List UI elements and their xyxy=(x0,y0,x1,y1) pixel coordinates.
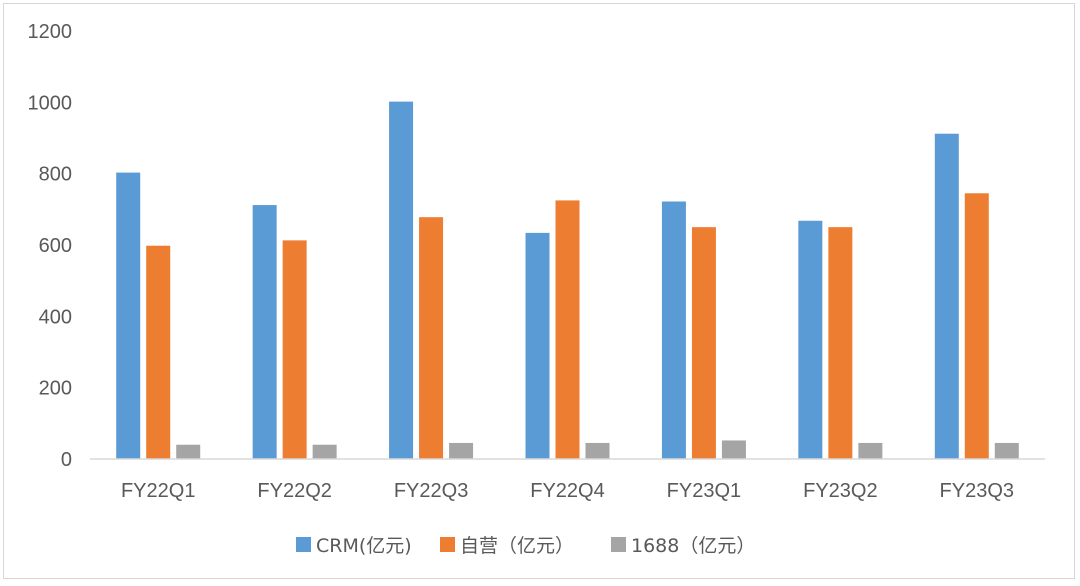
x-tick-label: FY23Q3 xyxy=(940,480,1014,502)
legend-swatch-series-1 xyxy=(296,537,311,552)
bar-fy23q3-series-3 xyxy=(994,442,1019,459)
bar-fy22q2-series-2 xyxy=(282,240,307,459)
bar-fy22q2-series-3 xyxy=(312,444,337,459)
bar-fy23q3-series-2 xyxy=(964,193,989,460)
bar-fy22q4-series-3 xyxy=(585,442,610,459)
bar-fy23q1-series-2 xyxy=(691,227,716,459)
bar-fy22q3-series-3 xyxy=(449,442,474,459)
bar-fy23q2-series-1 xyxy=(798,220,823,459)
bar-fy23q3-series-1 xyxy=(934,133,959,459)
bar-fy22q1-series-1 xyxy=(116,172,141,459)
bar-fy22q4-series-2 xyxy=(555,200,580,459)
legend-label-series-2: 自营（亿元） xyxy=(460,535,574,557)
x-axis-ticks: FY22Q1 FY22Q2 FY22Q3 FY22Q4 FY23Q1 FY23Q2 FY23… xyxy=(121,480,1014,502)
x-tick-label: FY22Q4 xyxy=(530,480,604,502)
y-tick-label: 400 xyxy=(39,306,72,328)
y-tick-label: 0 xyxy=(61,449,72,471)
x-tick-label: FY23Q1 xyxy=(667,480,741,502)
legend-swatch-series-2 xyxy=(440,537,455,552)
y-tick-label: 1200 xyxy=(28,21,73,43)
y-tick-label: 1000 xyxy=(28,92,73,114)
y-tick-label: 600 xyxy=(39,235,72,257)
legend-label-series-3: 1688（亿元） xyxy=(631,535,755,557)
bar-fy23q2-series-2 xyxy=(828,227,853,459)
x-tick-label: FY22Q2 xyxy=(257,480,331,502)
legend-swatch-series-3 xyxy=(611,537,626,552)
x-tick-label: FY23Q2 xyxy=(803,480,877,502)
x-tick-label: FY22Q3 xyxy=(394,480,468,502)
y-tick-label: 800 xyxy=(39,164,72,186)
bar-fy22q4-series-1 xyxy=(525,232,550,459)
bar-fy23q1-series-1 xyxy=(661,201,686,459)
bar-fy22q1-series-3 xyxy=(176,444,201,459)
y-tick-label: 200 xyxy=(39,378,72,400)
legend: CRM(亿元) 自营（亿元） 1688（亿元） xyxy=(296,535,755,557)
bars xyxy=(116,101,1019,460)
bar-fy22q3-series-2 xyxy=(419,217,444,459)
y-axis-ticks: 0 200 400 600 800 1000 1200 xyxy=(28,21,73,471)
bar-fy22q3-series-1 xyxy=(389,101,414,460)
bar-fy22q2-series-1 xyxy=(252,205,277,459)
bar-fy23q1-series-3 xyxy=(721,440,746,459)
legend-label-series-1: CRM(亿元) xyxy=(316,535,412,557)
x-tick-label: FY22Q1 xyxy=(121,480,195,502)
bar-fy22q1-series-2 xyxy=(146,245,171,459)
bar-fy23q2-series-3 xyxy=(858,442,883,459)
